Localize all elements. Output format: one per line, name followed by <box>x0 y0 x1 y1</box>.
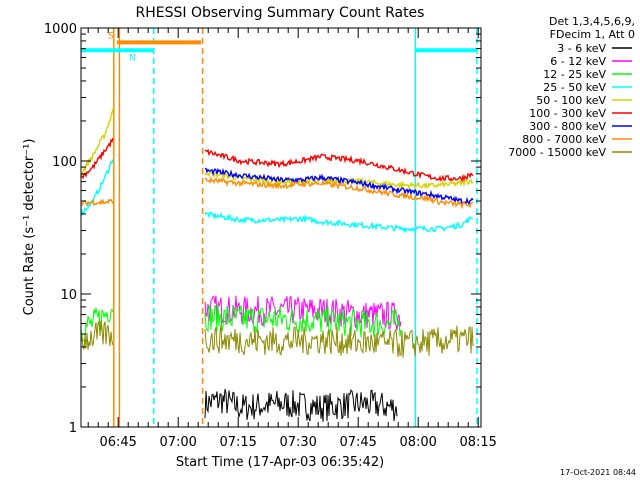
series-line <box>80 198 114 208</box>
legend-header-line-2: FDecim 1, Att 0 <box>550 28 635 41</box>
y-axis: 1 10 100 1000 <box>44 22 481 436</box>
series-line <box>204 167 474 206</box>
x-axis: 06:45 07:00 07:15 07:30 07:45 08:00 08:15 <box>87 28 497 450</box>
plot-frame <box>80 27 482 428</box>
series-lines <box>80 108 474 422</box>
series-line <box>204 175 474 210</box>
series-line <box>80 159 114 217</box>
x-tick-label: 07:30 <box>279 435 316 450</box>
x-tick-label: 08:15 <box>459 435 496 450</box>
legend-entry-label: 300 - 800 keV <box>529 120 606 133</box>
y-tick-label: 10 <box>60 288 77 303</box>
series-line <box>80 319 114 350</box>
series-line <box>80 108 114 176</box>
y-tick-label: 1000 <box>44 22 77 37</box>
x-axis-label: Start Time (17-Apr-03 06:35:42) <box>176 455 384 470</box>
x-tick-label: 07:15 <box>219 435 256 450</box>
legend-entry-label: 50 - 100 keV <box>536 94 606 107</box>
date-stamp: 17-Oct-2021 08:44 <box>560 468 636 477</box>
y-axis-label: Count Rate (s⁻¹ detector⁻¹) <box>22 139 37 316</box>
legend-entry-label: 3 - 6 keV <box>557 42 606 55</box>
series-line <box>204 302 402 338</box>
x-tick-label: 07:00 <box>159 435 196 450</box>
series-line <box>204 211 474 234</box>
series-line <box>204 325 474 358</box>
legend-entry-label: 7000 - 15000 keV <box>508 146 606 159</box>
legend-entry-label: 6 - 12 keV <box>550 55 606 68</box>
chart-title: RHESSI Observing Summary Count Rates <box>136 5 425 21</box>
flag-label: N <box>129 53 136 63</box>
series-line <box>204 148 474 183</box>
legend: Det 1,3,4,5,6,9, FDecim 1, Att 0 3 - 6 k… <box>508 15 635 159</box>
y-tick-label: 100 <box>52 155 77 170</box>
legend-header-line-1: Det 1,3,4,5,6,9, <box>549 15 635 28</box>
series-line <box>204 388 398 422</box>
flag-label: S <box>108 31 114 41</box>
series-line <box>80 307 114 342</box>
flag-bars: SN <box>81 31 477 63</box>
legend-entry-label: 25 - 50 keV <box>543 81 606 94</box>
legend-entry-label: 800 - 7000 keV <box>522 133 606 146</box>
series-line <box>80 137 114 180</box>
x-tick-label: 08:00 <box>399 435 436 450</box>
x-tick-label: 06:45 <box>99 435 136 450</box>
legend-entry-label: 12 - 25 keV <box>543 68 606 81</box>
legend-entry-label: 100 - 300 keV <box>529 107 606 120</box>
x-tick-label: 07:45 <box>339 435 376 450</box>
y-tick-label: 1 <box>69 421 77 436</box>
